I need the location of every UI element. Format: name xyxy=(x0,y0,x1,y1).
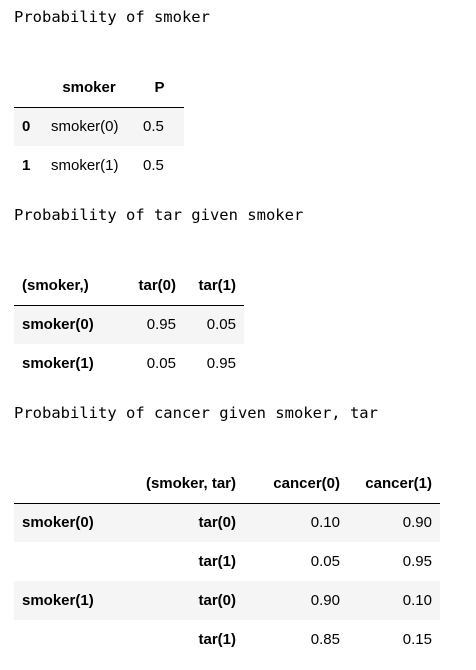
row-index-smoker: smoker(1) xyxy=(14,581,118,620)
table-header-row: smoker P xyxy=(14,68,184,108)
table-row: smoker(0) tar(0) 0.10 0.90 xyxy=(14,503,440,542)
row-index: 0 xyxy=(14,107,43,146)
cancer1-value: 0.15 xyxy=(402,631,432,648)
table-row: smoker(1) tar(0) 0.90 0.10 xyxy=(14,581,440,620)
smoker-table: smoker P 0 smoker(0) 0.5 1 smoker(1) 0.5 xyxy=(14,68,184,185)
column-header-tar0: tar(0) xyxy=(119,266,184,306)
probability-value: 0.5 xyxy=(143,157,164,174)
column-header-smoker: smoker xyxy=(43,68,135,108)
column-header-p: P xyxy=(135,68,184,108)
cancer-table: (smoker, tar) cancer(0) cancer(1) smoker… xyxy=(14,464,440,659)
cancer0-value: 0.10 xyxy=(244,503,348,542)
table-row: smoker(0) 0.95 0.05 xyxy=(14,305,244,344)
cancer1-value: 0.90 xyxy=(348,503,440,542)
table-row: tar(1) 0.05 0.95 xyxy=(14,542,440,581)
row-index-tar: tar(0) xyxy=(118,503,244,542)
column-header-smoker-tar: (smoker, tar) xyxy=(118,464,244,504)
column-header-tar1: tar(1) xyxy=(184,266,244,306)
tar0-value: 0.95 xyxy=(119,305,184,344)
table-row: smoker(1) 0.05 0.95 xyxy=(14,344,244,383)
smoker-value: smoker(1) xyxy=(51,157,119,174)
row-index: smoker(1) xyxy=(22,355,94,372)
index-header xyxy=(14,68,43,108)
row-index: smoker(0) xyxy=(14,305,119,344)
column-header-smoker-index: (smoker,) xyxy=(14,266,119,306)
cancer0-value: 0.90 xyxy=(244,581,348,620)
table-row: 1 smoker(1) 0.5 xyxy=(14,146,184,185)
column-header-cancer0: cancer(0) xyxy=(244,464,348,504)
table-header-row: (smoker,) tar(0) tar(1) xyxy=(14,266,244,306)
row-index-tar: tar(1) xyxy=(198,553,236,570)
cancer0-value: 0.85 xyxy=(310,631,340,648)
cancer0-value: 0.05 xyxy=(310,553,340,570)
tar-table: (smoker,) tar(0) tar(1) smoker(0) 0.95 0… xyxy=(14,266,244,383)
column-header-cancer1: cancer(1) xyxy=(348,464,440,504)
row-index-tar: tar(1) xyxy=(198,631,236,648)
row-index-smoker xyxy=(14,620,118,659)
row-index-tar: tar(0) xyxy=(118,581,244,620)
smoker-heading: Probability of smoker xyxy=(14,8,210,26)
tar-heading: Probability of tar given smoker xyxy=(14,206,304,224)
table-header-row: (smoker, tar) cancer(0) cancer(1) xyxy=(14,464,440,504)
tar0-value: 0.05 xyxy=(146,355,176,372)
row-index-smoker xyxy=(14,542,118,581)
table-row: tar(1) 0.85 0.15 xyxy=(14,620,440,659)
row-index: 1 xyxy=(22,157,31,174)
cancer1-value: 0.95 xyxy=(402,553,432,570)
row-index-smoker: smoker(0) xyxy=(14,503,118,542)
tar1-value: 0.05 xyxy=(184,305,244,344)
cancer1-value: 0.10 xyxy=(348,581,440,620)
index-header xyxy=(14,464,118,504)
tar1-value: 0.95 xyxy=(206,355,236,372)
smoker-value: smoker(0) xyxy=(43,107,135,146)
table-row: 0 smoker(0) 0.5 xyxy=(14,107,184,146)
probability-value: 0.5 xyxy=(135,107,184,146)
cancer-heading: Probability of cancer given smoker, tar xyxy=(14,404,378,422)
